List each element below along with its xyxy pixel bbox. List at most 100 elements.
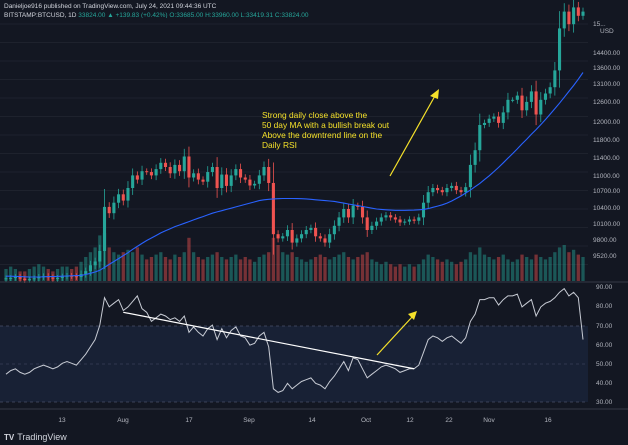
price-pane[interactable]: [0, 18, 588, 281]
candle-body: [23, 278, 27, 280]
volume-bar: [351, 259, 355, 281]
volume-bar: [295, 257, 299, 281]
volume-bar: [238, 259, 243, 281]
rsi-axis[interactable]: 90.00 80.00 70.00 60.00 50.00 40.00 30.00: [596, 284, 613, 406]
candle-body: [234, 169, 238, 176]
candle-body: [342, 209, 346, 218]
volume-bar: [243, 257, 247, 281]
volume-bar: [548, 257, 552, 281]
time-tick-label: 16: [544, 417, 552, 424]
volume-bar: [267, 252, 271, 281]
price-tick-label: 10100.00: [593, 221, 620, 228]
candle-body: [525, 101, 529, 111]
candle-body: [93, 261, 97, 266]
candle-body: [243, 177, 247, 180]
volume-bar: [27, 269, 32, 281]
time-tick-label: 14: [308, 417, 316, 424]
volume-bar: [257, 257, 261, 281]
volume-bar: [581, 257, 585, 281]
chart-header: Danieljoe916 published on TradingView.co…: [4, 2, 308, 20]
rsi-line: [5, 287, 584, 393]
candle-body: [285, 230, 290, 237]
volume-bar: [285, 254, 290, 281]
volume-bar: [192, 252, 196, 281]
tradingview-footer[interactable]: TV TradingView: [4, 432, 67, 442]
price-tick-label: 12600.00: [593, 99, 620, 106]
volume-bar: [553, 252, 557, 281]
volume-bar: [576, 254, 580, 281]
price-tick-label: 12000.00: [593, 119, 620, 126]
candle-body: [201, 179, 205, 182]
candle-body: [459, 190, 463, 193]
volume-bar: [4, 269, 8, 281]
symbol-line: BITSTAMP:BTCUSD, 1D 33824.00 ▲ +139.83 (…: [4, 11, 308, 20]
rsi-tick-label: 30.00: [596, 399, 613, 406]
ma50-line: [6, 72, 584, 278]
price-tick-label: 11400.00: [593, 155, 620, 162]
candle-body: [576, 7, 580, 16]
candle-body: [262, 167, 266, 176]
candle-body: [154, 169, 158, 176]
annotation-line: Above the downtrend line on the: [262, 130, 382, 140]
volume-bar: [557, 247, 562, 281]
candle-body: [224, 174, 229, 186]
candle-body: [445, 188, 449, 193]
volume-bar: [177, 257, 182, 281]
candle-body: [529, 91, 533, 102]
candle-body: [473, 150, 477, 165]
candle-body: [299, 234, 304, 239]
volume-bar: [562, 245, 566, 281]
candle-body: [539, 99, 543, 115]
publisher-line: Danieljoe916 published on TradingView.co…: [4, 3, 217, 10]
volume-bar: [271, 237, 276, 281]
candle-body: [206, 172, 210, 182]
annotation-arrowhead: [430, 89, 439, 99]
candle-body: [431, 188, 435, 193]
candle-body: [145, 171, 149, 173]
volume-bar: [318, 254, 322, 281]
price-currency-label: USD: [600, 28, 614, 35]
volume-bar: [304, 261, 308, 281]
candle-body: [309, 227, 313, 230]
volume-bar: [346, 257, 351, 281]
candle-body: [487, 118, 491, 123]
price-axis[interactable]: 15... 14400.00 13600.00 13100.00 12600.00 120…: [593, 21, 620, 260]
grid: [0, 23, 588, 265]
time-tick-label: Oct: [361, 417, 371, 424]
time-axis[interactable]: 13 Aug 17 Sep 14 Oct 12 22 Nov 16: [58, 417, 552, 424]
candle-body: [51, 277, 55, 279]
volume-bar: [459, 261, 463, 281]
candle-body: [88, 265, 92, 272]
candle-body: [74, 276, 78, 278]
rsi-tick-label: 50.00: [596, 361, 613, 368]
volume-bar: [398, 264, 402, 281]
volume-bar: [534, 254, 538, 281]
volume-bar: [543, 259, 548, 281]
candle-body: [140, 171, 144, 180]
volume-bar: [440, 261, 444, 281]
volume-bar: [281, 252, 285, 281]
candle-body: [379, 217, 383, 222]
candle-body: [290, 230, 294, 243]
candle-body: [314, 227, 318, 237]
volume-bar: [210, 254, 215, 281]
candle-body: [375, 221, 379, 226]
price-tick-label: 11000.00: [593, 173, 620, 180]
candle-body: [187, 156, 191, 178]
price-tick-label: 9800.00: [593, 237, 617, 244]
time-tick-label: 13: [58, 417, 66, 424]
candle-body: [450, 185, 454, 188]
annotation-arrow: [389, 93, 437, 177]
volume-bar: [163, 257, 168, 281]
price-tick-label: 15...: [593, 21, 606, 28]
volume-bar: [196, 257, 200, 281]
volume-bar: [187, 237, 191, 281]
volume-bar: [356, 257, 360, 281]
volume-bar: [149, 257, 154, 281]
volume-bar: [224, 259, 229, 281]
volume-bar: [299, 259, 304, 281]
symbol-name[interactable]: BITSTAMP:BTCUSD, 1D: [4, 12, 77, 19]
volume-bar: [529, 259, 534, 281]
volume-bar: [412, 266, 416, 281]
